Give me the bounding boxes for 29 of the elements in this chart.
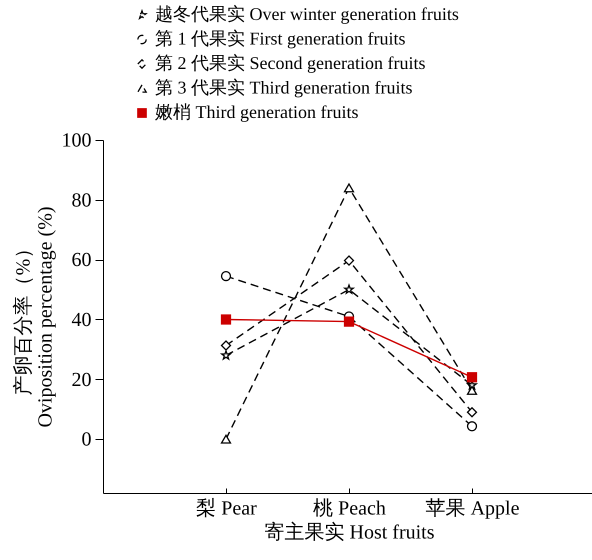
y-axis-title: 产卵百分率（%） Oviposition percentage (%) <box>12 206 56 428</box>
x-tick-label: 梨 Pear <box>196 498 258 520</box>
point <box>220 340 232 351</box>
point <box>466 372 478 382</box>
x-tick-label: 苹果 Apple <box>426 498 520 520</box>
legend-label: 第 1 代果实 First generation fruits <box>155 28 406 48</box>
point <box>220 314 232 325</box>
point <box>220 434 232 444</box>
x-axis-title: 寄主果实 Host fruits <box>264 520 435 544</box>
legend-label: 越冬代果实 Over winter generation fruits <box>155 4 459 24</box>
point <box>466 386 478 395</box>
point <box>220 271 232 282</box>
legend-label: 嫩梢 Third generation fruits <box>155 102 358 122</box>
point <box>221 350 231 360</box>
point <box>344 284 354 294</box>
y-tick-label: 100 <box>62 130 92 152</box>
y-tick-label: 60 <box>72 249 92 272</box>
y-tick-label: 80 <box>72 189 92 212</box>
point <box>466 421 478 432</box>
y-tick-label: 40 <box>72 308 92 331</box>
y-tick-label: 20 <box>72 368 92 391</box>
point <box>344 183 354 192</box>
x-tick-label: 桃 Peach <box>313 498 386 520</box>
point <box>344 255 354 266</box>
legend-label: 第 3 代果实 Third generation fruits <box>155 78 412 98</box>
point <box>466 407 478 418</box>
legend-label: 第 2 代果实 Second generation fruits <box>155 53 426 73</box>
y-tick-label: 0 <box>82 428 92 451</box>
point <box>344 316 354 327</box>
